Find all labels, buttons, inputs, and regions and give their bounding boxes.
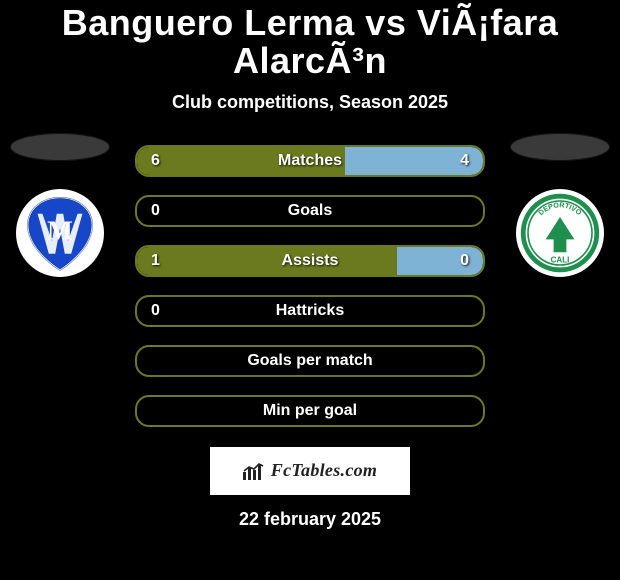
svg-text:CALI: CALI <box>551 255 570 264</box>
left-club-badge: M <box>16 189 104 277</box>
stat-label: Goals <box>137 202 483 220</box>
stat-text-row: 1Assists0 <box>137 252 483 270</box>
millonarios-crest-icon: M <box>20 193 100 273</box>
deportivo-cali-crest-icon: DEPORTIVO CALI <box>520 193 600 273</box>
right-player-avatar-placeholder <box>510 133 610 161</box>
stat-label: Assists <box>137 252 483 270</box>
right-side-stack: DEPORTIVO CALI <box>510 133 610 277</box>
stat-row: 1Assists0 <box>135 245 485 277</box>
stat-bars-container: 6Matches4 0Goals 1Assists0 0Hattricks Goals … <box>135 145 485 427</box>
stat-text-row: 0Hattricks <box>137 302 483 320</box>
stat-label: Min per goal <box>137 402 483 420</box>
comparison-arena: M DEPORTIVO CALI 6Matches4 <box>0 145 620 530</box>
svg-text:M: M <box>47 215 73 245</box>
stat-row: Goals per match <box>135 345 485 377</box>
brand-chart-icon <box>243 462 265 480</box>
page-subtitle: Club competitions, Season 2025 <box>0 92 620 113</box>
stat-label: Matches <box>137 152 483 170</box>
left-side-stack: M <box>10 133 110 277</box>
stat-label: Goals per match <box>137 352 483 370</box>
stat-text-row: 6Matches4 <box>137 152 483 170</box>
stat-row: Min per goal <box>135 395 485 427</box>
stat-row: 0Goals <box>135 195 485 227</box>
right-club-badge: DEPORTIVO CALI <box>516 189 604 277</box>
brand-badge: FcTables.com <box>210 447 410 495</box>
comparison-card: Banguero Lerma vs ViÃ¡fara AlarcÃ³n Club… <box>0 0 620 580</box>
comparison-date: 22 february 2025 <box>0 509 620 530</box>
stat-row: 6Matches4 <box>135 145 485 177</box>
page-title: Banguero Lerma vs ViÃ¡fara AlarcÃ³n <box>10 4 610 80</box>
brand-text: FcTables.com <box>271 460 377 481</box>
left-player-avatar-placeholder <box>10 133 110 161</box>
stat-label: Hattricks <box>137 302 483 320</box>
stat-row: 0Hattricks <box>135 295 485 327</box>
stat-text-row: 0Goals <box>137 202 483 220</box>
